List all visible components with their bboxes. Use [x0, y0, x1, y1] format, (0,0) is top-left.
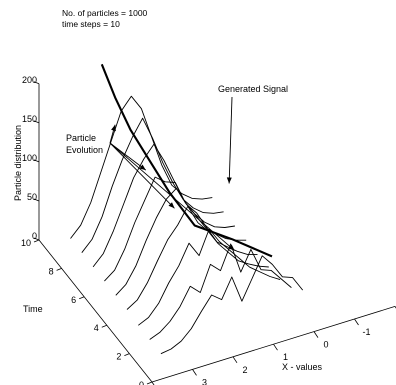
x-tick-mark: [232, 356, 238, 364]
particle-evolution-label-line2: Evolution: [66, 145, 103, 155]
time-tick-mark: [33, 239, 40, 243]
generated-signal-label: Generated Signal: [218, 84, 288, 94]
time-tick-label: 0: [139, 380, 144, 385]
time-tick-mark: [101, 324, 107, 328]
annotation-arrows: [109, 96, 235, 251]
particle-trace-line: [81, 117, 224, 253]
particle-trace-line: [126, 205, 269, 310]
time-tick-mark: [124, 353, 130, 356]
particle-trace-line: [70, 95, 213, 239]
annotation-arrow-head: [226, 177, 232, 184]
time-axis-line: [38, 239, 153, 383]
time-tick-mark: [146, 381, 153, 385]
z-axis-label: Particle distribution: [13, 125, 23, 201]
z-tick-label: 100: [22, 153, 37, 163]
particle-traces: [70, 95, 304, 355]
time-tick-label: 8: [49, 266, 54, 276]
x-tick-mark: [313, 331, 319, 338]
particle-trace-line: [160, 255, 304, 355]
x-tick-mark: [192, 369, 197, 376]
generated-signal-line: [100, 63, 273, 258]
z-tick-label: 50: [27, 192, 37, 202]
annotation-arrow-head: [228, 244, 235, 251]
annotation-arrow-line: [109, 142, 175, 209]
x-tick-label: -1: [362, 327, 370, 337]
time-tick-mark: [79, 296, 85, 300]
time-tick-label: 6: [71, 295, 76, 305]
x-tick-label: 1: [283, 352, 288, 362]
annotation-arrow-line: [109, 142, 147, 171]
annotation-arrow-head: [139, 164, 146, 171]
z-tick-label: 200: [22, 75, 37, 85]
annotation-arrow-head: [168, 202, 175, 209]
time-tick-label: 10: [21, 238, 31, 248]
z-tick-label: 150: [22, 114, 37, 124]
x-tick-label: 2: [242, 365, 247, 375]
x-tick-mark: [151, 381, 155, 385]
z-tick-mark: [33, 159, 40, 163]
annotation-arrow-line: [228, 96, 233, 184]
z-tick-label: 0: [32, 231, 37, 241]
particle-evolution-label-line1: Particle: [66, 133, 96, 143]
axes-group: 43210-1-20246810050100150200: [21, 75, 396, 385]
z-tick-mark: [33, 81, 40, 85]
time-tick-label: 2: [116, 352, 121, 362]
particle-trace-line: [92, 143, 235, 268]
time-tick-label: 4: [94, 323, 99, 333]
x-tick-label: 3: [202, 377, 207, 385]
x-tick-mark: [354, 318, 359, 326]
generated-signal-series: [100, 63, 273, 258]
particles-count-label: No. of particles = 1000: [62, 8, 148, 18]
y-axis-label: Time: [23, 304, 43, 314]
particle-trace-line: [149, 243, 292, 340]
particle-trace-line: [138, 228, 281, 326]
z-tick-mark: [33, 120, 40, 124]
x-tick-label: 0: [323, 340, 328, 350]
time-steps-label: time steps = 10: [62, 19, 120, 29]
x-tick-mark: [273, 343, 278, 351]
annotation-arrow-line: [109, 142, 235, 251]
time-tick-mark: [56, 268, 62, 271]
z-tick-mark: [33, 198, 40, 202]
annotation-arrow-head: [111, 124, 116, 132]
z-tick-mark: [33, 237, 40, 241]
x-axis-label: X - values: [282, 362, 323, 372]
